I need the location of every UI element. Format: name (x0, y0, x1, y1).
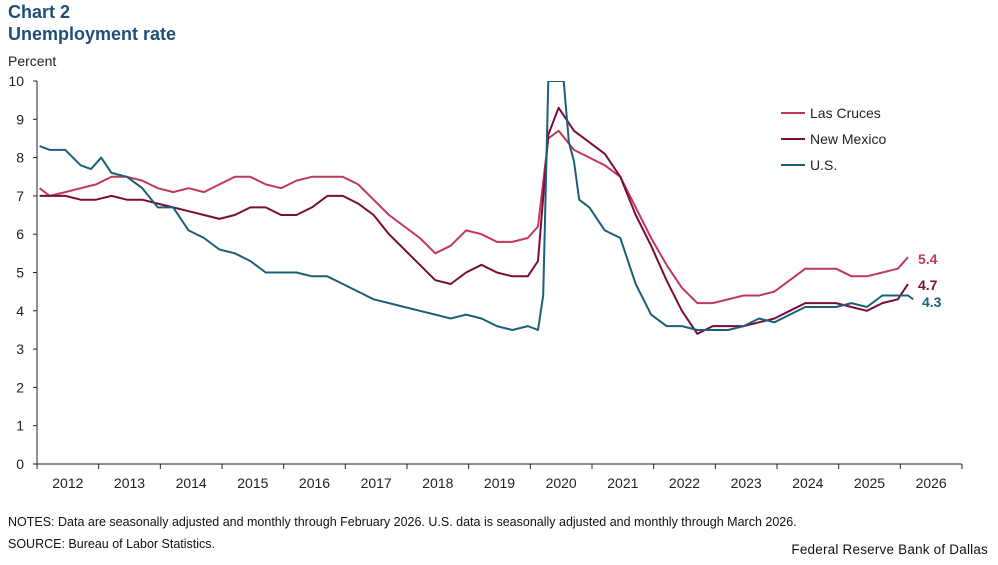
x-tick-label: 2023 (731, 475, 762, 491)
series-line-u-s (39, 81, 914, 331)
x-tick-label: 2022 (669, 475, 700, 491)
chart-title: Unemployment rate (8, 24, 177, 44)
x-tick-label: 2020 (546, 475, 577, 491)
chart-source: SOURCE: Bureau of Labor Statistics. (8, 537, 216, 551)
y-tick-label: 3 (16, 341, 24, 357)
x-tick-label: 2017 (361, 475, 392, 491)
y-tick-label: 8 (16, 150, 24, 166)
legend-label-u-s: U.S. (810, 157, 837, 173)
y-tick-label: 10 (8, 73, 24, 89)
y-tick-label: 4 (16, 303, 24, 319)
series-line-new-mexico (39, 106, 909, 335)
x-tick-label: 2016 (299, 475, 330, 491)
y-tick-label: 9 (16, 111, 24, 127)
y-tick-label: 2 (16, 379, 24, 395)
x-tick-label: 2012 (52, 475, 83, 491)
x-tick-label: 2019 (484, 475, 515, 491)
x-tick-label: 2018 (422, 475, 453, 491)
end-label-u-s: 4.3 (922, 294, 942, 310)
chart-axes: 0 1 2 3 4 5 6 7 8 9 10 2012 2013 2014 2015 2016 2017 2018… (8, 73, 963, 491)
end-value-labels: 5.4 4.74.3 (918, 251, 942, 310)
chart-notes: NOTES: Data are seasonally adjusted and … (8, 515, 797, 529)
chart-number: Chart 2 (8, 2, 71, 22)
series-line-las-cruces (38, 129, 909, 305)
publisher-credit: Federal Reserve Bank of Dallas (791, 542, 988, 557)
y-tick-label: 0 (16, 456, 24, 472)
x-tick-label: 2025 (854, 475, 885, 491)
end-label-new-mexico: 4.7 (918, 277, 938, 293)
x-tick-label: 2026 (916, 475, 947, 491)
x-tick-label: 2024 (792, 475, 823, 491)
y-tick-label: 1 (16, 418, 24, 434)
x-tick-label: 2014 (176, 475, 207, 491)
y-axis-unit-label: Percent (8, 53, 57, 69)
y-tick-label: 7 (16, 188, 24, 204)
y-tick-label: 6 (16, 226, 24, 242)
x-tick-label: 2015 (237, 475, 268, 491)
y-tick-label: 5 (16, 265, 24, 281)
x-tick-label: 2021 (607, 475, 638, 491)
chart-series (38, 81, 914, 335)
end-label-las-cruces: 5.4 (918, 251, 938, 267)
chart-legend: Las Cruces New Mexico U.S. (781, 105, 886, 173)
legend-label-las-cruces: Las Cruces (810, 105, 881, 121)
legend-label-new-mexico: New Mexico (810, 131, 886, 147)
x-tick-label: 2013 (114, 475, 145, 491)
